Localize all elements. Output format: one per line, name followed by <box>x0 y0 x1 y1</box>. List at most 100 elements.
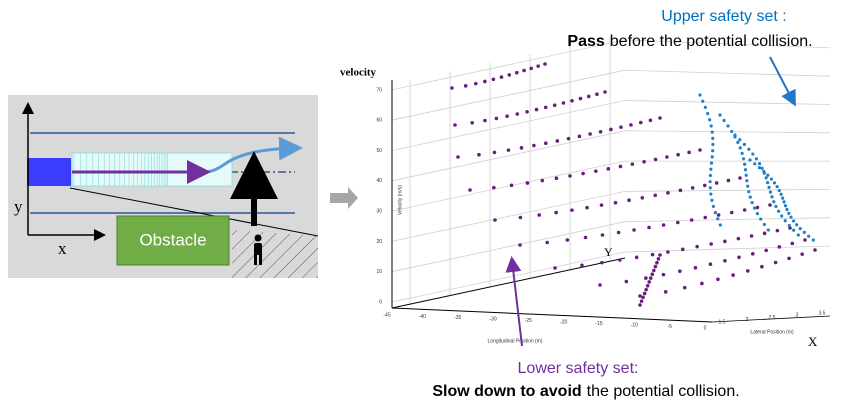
point <box>711 137 714 140</box>
point <box>657 257 661 261</box>
point <box>691 186 695 190</box>
point <box>779 193 782 196</box>
point <box>797 233 800 236</box>
grid-line <box>392 191 625 241</box>
y-axis-label: Y <box>604 245 613 259</box>
point <box>730 211 734 215</box>
point <box>647 226 651 230</box>
point <box>640 196 644 200</box>
point <box>718 113 721 116</box>
x-label: x <box>58 239 67 258</box>
point <box>532 144 536 148</box>
point <box>658 116 662 120</box>
point <box>703 184 707 188</box>
point <box>709 180 712 183</box>
point <box>709 186 712 189</box>
point <box>606 167 610 171</box>
point <box>743 143 746 146</box>
point <box>763 232 767 236</box>
lower-title: Lower safety set: <box>518 360 639 377</box>
point <box>722 119 725 122</box>
point <box>529 67 533 71</box>
point <box>618 258 622 262</box>
point <box>780 214 783 217</box>
hatched-area <box>232 230 318 278</box>
point <box>453 123 457 127</box>
point <box>641 296 645 300</box>
point <box>678 269 682 273</box>
point <box>739 146 742 149</box>
x-base-axis <box>392 308 712 322</box>
point <box>709 168 712 171</box>
point <box>655 261 659 265</box>
point <box>651 272 655 276</box>
point <box>746 269 750 273</box>
lower-bold: Slow down to avoid <box>432 383 581 400</box>
grid-line <box>392 131 625 181</box>
point <box>544 141 548 145</box>
point <box>736 141 739 144</box>
point <box>745 179 748 182</box>
point <box>681 248 685 252</box>
point <box>600 203 604 207</box>
point <box>676 221 680 225</box>
point <box>776 185 779 188</box>
point <box>580 264 584 268</box>
point <box>581 172 585 176</box>
point <box>666 250 670 254</box>
point <box>774 205 777 208</box>
point <box>649 118 653 122</box>
point <box>505 114 509 118</box>
obstacle-label: Obstacle <box>139 230 206 249</box>
point <box>600 261 604 265</box>
point <box>474 82 478 86</box>
point <box>792 229 795 232</box>
point <box>788 224 791 227</box>
point <box>520 146 524 150</box>
grid-line <box>392 101 625 151</box>
point <box>750 234 754 238</box>
point <box>760 265 764 269</box>
point <box>568 174 572 178</box>
point <box>535 108 539 112</box>
point <box>715 181 719 185</box>
x-tick-label: -40 <box>419 314 426 320</box>
point <box>619 125 623 129</box>
point <box>731 273 735 277</box>
point <box>545 241 549 245</box>
point <box>784 219 787 222</box>
point <box>701 100 704 103</box>
plot-3d: velocity Velocity (m/s) Longitudinal Pos… <box>340 37 830 349</box>
point <box>683 286 687 290</box>
point <box>785 208 788 211</box>
grid-line <box>625 101 830 105</box>
point <box>666 191 670 195</box>
point <box>716 217 719 220</box>
point <box>712 205 715 208</box>
point <box>679 189 683 193</box>
point <box>777 210 780 213</box>
point <box>803 231 806 234</box>
point <box>774 261 778 265</box>
point <box>631 162 635 166</box>
point <box>654 158 658 162</box>
point <box>733 133 736 136</box>
point <box>761 167 764 170</box>
point <box>703 216 707 220</box>
point <box>652 269 656 273</box>
point <box>723 240 727 244</box>
grid-line <box>392 252 625 302</box>
point <box>644 276 648 280</box>
point <box>790 242 794 246</box>
point <box>470 121 474 125</box>
point <box>770 177 773 180</box>
point <box>776 229 780 233</box>
point <box>698 93 701 96</box>
point <box>727 179 731 183</box>
point <box>690 218 694 222</box>
point <box>762 170 765 173</box>
point <box>664 290 668 294</box>
x-axis-title: Longitudinal Position (m) <box>487 338 542 344</box>
point <box>708 118 711 121</box>
point <box>594 169 598 173</box>
